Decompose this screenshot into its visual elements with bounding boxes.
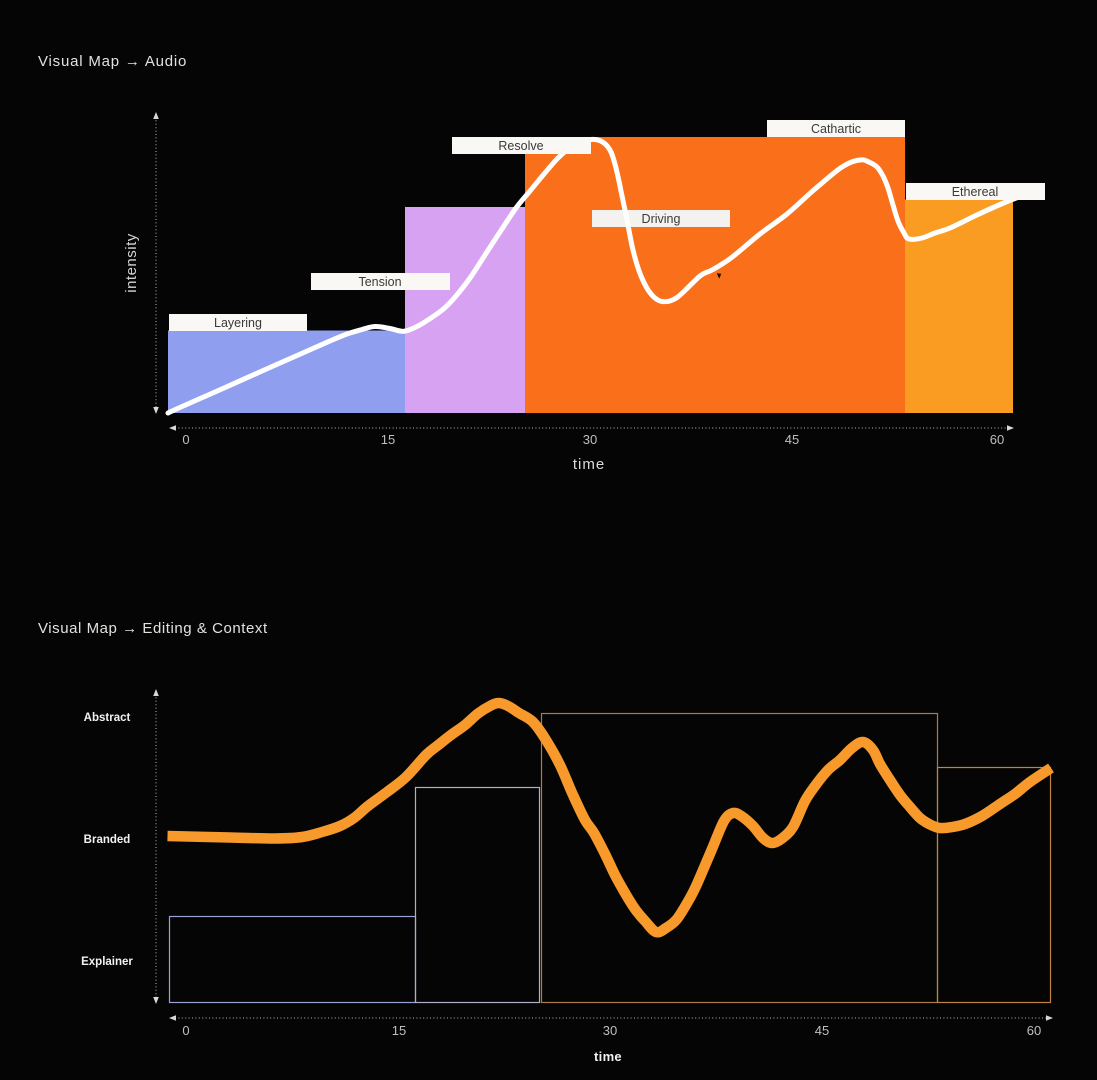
svg-text:30: 30 (583, 432, 597, 447)
svg-text:Explainer: Explainer (81, 956, 133, 968)
svg-text:Layering: Layering (214, 316, 262, 330)
svg-text:Tension: Tension (358, 275, 401, 289)
svg-text:45: 45 (785, 432, 799, 447)
svg-text:60: 60 (990, 432, 1004, 447)
svg-text:15: 15 (381, 432, 395, 447)
svg-text:intensity: intensity (123, 233, 140, 293)
svg-text:Cathartic: Cathartic (811, 122, 861, 136)
svg-text:Visual Map → Audio: Visual Map → Audio (38, 53, 187, 70)
svg-text:Resolve: Resolve (498, 139, 543, 153)
svg-text:15: 15 (392, 1023, 406, 1038)
svg-text:Driving: Driving (642, 212, 681, 226)
svg-text:time: time (573, 456, 605, 473)
svg-text:Ethereal: Ethereal (952, 185, 999, 199)
svg-text:0: 0 (182, 432, 189, 447)
svg-text:45: 45 (815, 1023, 829, 1038)
svg-text:Visual Map → Editing & Context: Visual Map → Editing & Context (38, 620, 268, 637)
svg-text:Branded: Branded (84, 834, 131, 846)
svg-text:time: time (594, 1049, 622, 1064)
svg-text:30: 30 (603, 1023, 617, 1038)
svg-text:Abstract: Abstract (84, 712, 131, 724)
svg-text:60: 60 (1027, 1023, 1041, 1038)
svg-text:0: 0 (182, 1023, 189, 1038)
